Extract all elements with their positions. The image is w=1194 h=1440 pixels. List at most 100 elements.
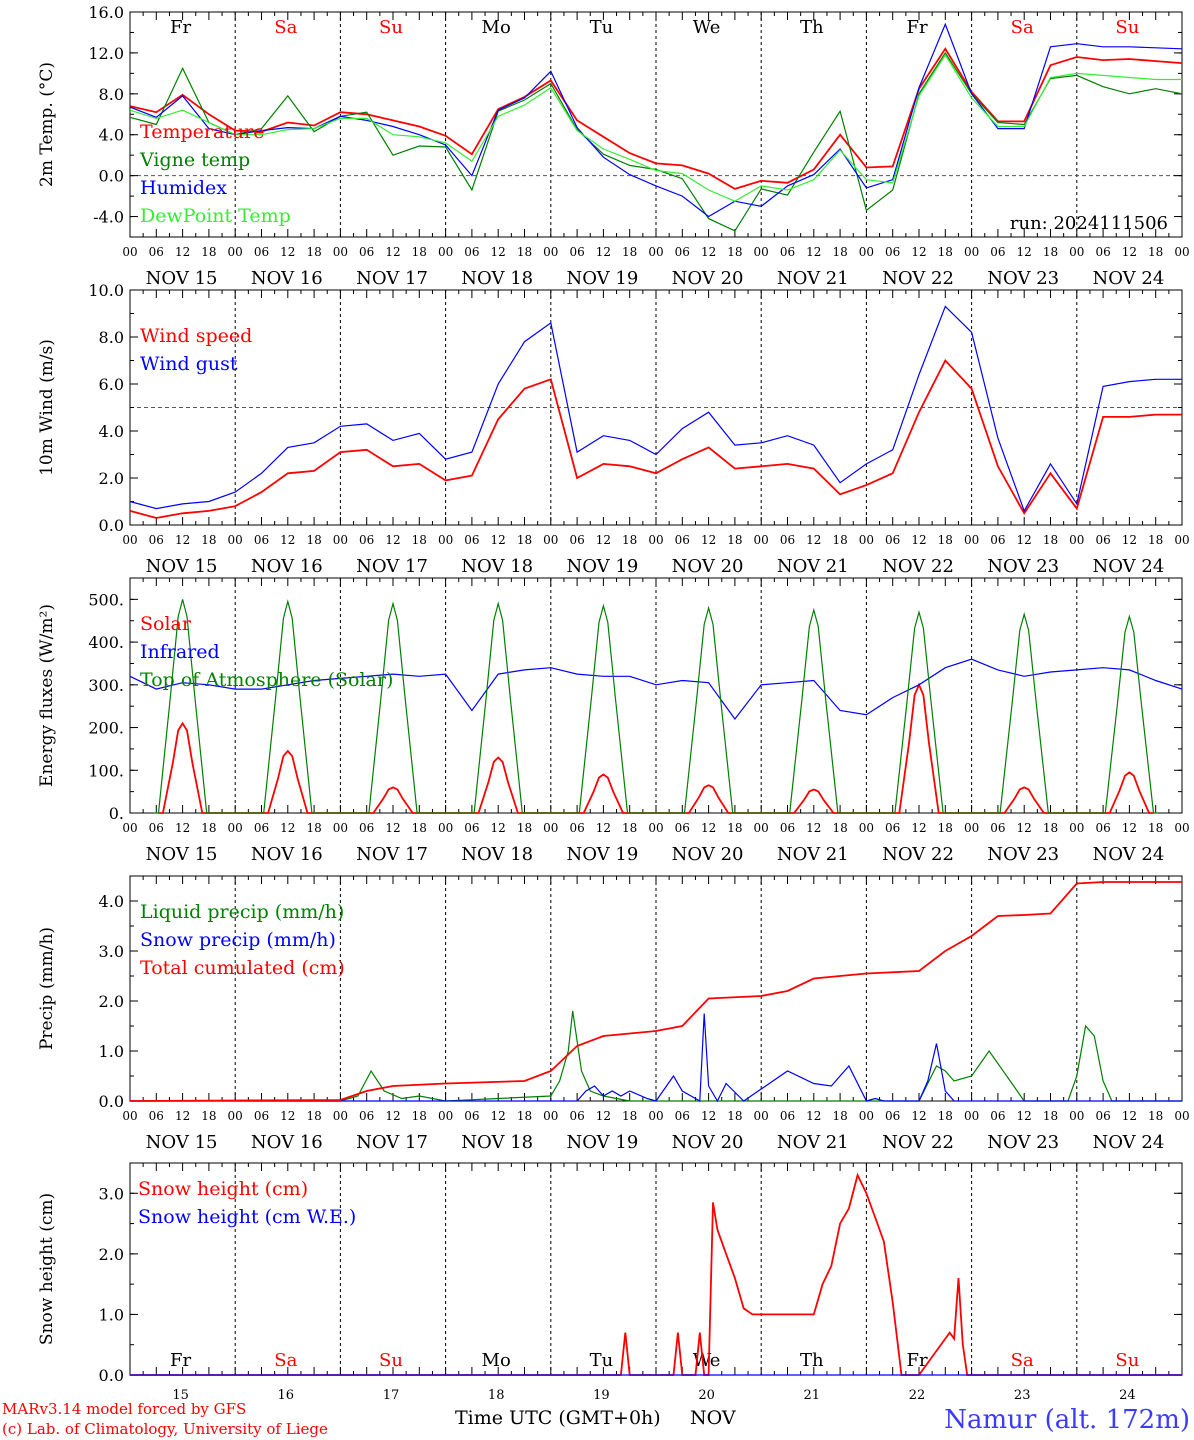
x-hour-label: 00 (122, 1109, 137, 1123)
y-tick-label: 2.0 (99, 1245, 124, 1264)
series-snow-precip-mm-h (130, 1013, 1182, 1103)
x-date-label: NOV 23 (987, 844, 1059, 865)
x-hour-label: 18 (1043, 245, 1058, 259)
x-date-label: NOV 23 (987, 1132, 1059, 1153)
y-tick-label: 400. (88, 633, 124, 652)
x-hour-label: 00 (1174, 533, 1189, 547)
x-hour-label: 06 (254, 533, 269, 547)
x-day-number: 15 (172, 1388, 189, 1403)
x-hour-label: 06 (254, 821, 269, 835)
x-hour-label: 12 (175, 1109, 190, 1123)
x-hour-label: 18 (306, 533, 321, 547)
x-hour-label: 06 (990, 245, 1005, 259)
legend-dewpoint-temp: DewPoint Temp (140, 205, 291, 227)
x-date-label: NOV 21 (777, 844, 849, 865)
x-date-label: NOV 24 (1092, 268, 1164, 289)
x-hour-label: 18 (201, 533, 216, 547)
x-date-label: NOV 16 (251, 556, 323, 577)
x-hour-label: 18 (727, 1109, 742, 1123)
x-hour-label: 00 (648, 245, 663, 259)
footer-model: MARv3.14 model forced by GFS (2, 1400, 246, 1418)
day-name: We (693, 17, 721, 38)
x-date-label: NOV 18 (461, 844, 533, 865)
x-hour-label: 00 (333, 1109, 348, 1123)
y-tick-label: 0. (109, 804, 124, 823)
x-hour-label: 00 (438, 533, 453, 547)
legend-solar: Solar (140, 613, 192, 635)
x-hour-label: 00 (1069, 1109, 1084, 1123)
x-hour-label: 12 (596, 821, 611, 835)
series-dewpoint-temp (129, 53, 1182, 202)
x-date-label: NOV 24 (1092, 1132, 1164, 1153)
x-date-label: NOV 19 (566, 556, 638, 577)
y-tick-label: 1.0 (99, 1305, 124, 1324)
x-hour-label: 06 (990, 1109, 1005, 1123)
x-date-label: NOV 15 (146, 1132, 218, 1153)
x-hour-label: 12 (1122, 245, 1137, 259)
x-hour-label: 00 (964, 1109, 979, 1123)
x-day-number: 22 (909, 1388, 926, 1403)
x-hour-label: 12 (175, 533, 190, 547)
x-hour-label: 06 (569, 533, 584, 547)
x-hour-label: 06 (569, 821, 584, 835)
legend-snow-height-cm-w-e: Snow height (cm W.E.) (138, 1206, 356, 1228)
legend-total-cumulated-cm: Total cumulated (cm) (140, 957, 345, 979)
x-hour-label: 00 (754, 245, 769, 259)
x-date-label: NOV 18 (461, 268, 533, 289)
legend-wind-gust: Wind gust (140, 353, 238, 375)
legend-temperature: Temperature (140, 121, 264, 143)
x-hour-label: 18 (201, 245, 216, 259)
x-hour-label: 06 (464, 1109, 479, 1123)
x-hour-label: 00 (648, 1109, 663, 1123)
x-hour-label: 18 (622, 821, 637, 835)
x-hour-label: 06 (1095, 245, 1110, 259)
x-hour-label: 06 (1095, 821, 1110, 835)
legend-liquid-precip-mm-h: Liquid precip (mm/h) (140, 901, 344, 923)
y-tick-label: 8.0 (99, 85, 124, 104)
x-hour-label: 00 (122, 821, 137, 835)
y-tick-label: 0.0 (99, 516, 124, 535)
run-annotation: run: 2024111506 (1010, 213, 1168, 234)
series-total-cumulated-cm (129, 881, 1182, 1102)
x-hour-label: 12 (280, 1109, 295, 1123)
panel-precip-mm-h: 4.0 3.0 2.0 1.0 0.0 Precip (mm/h) 00 06 12 18 NOV … (37, 875, 1190, 1153)
y-tick-label: 16.0 (88, 3, 124, 22)
footer: MARv3.14 model forced by GFS (c) Lab. of… (2, 1400, 1190, 1438)
x-hour-label: 00 (754, 533, 769, 547)
x-hour-label: 06 (990, 533, 1005, 547)
y-tick-label: 10.0 (88, 281, 124, 300)
x-hour-label: 12 (701, 533, 716, 547)
x-date-label: NOV 24 (1092, 844, 1164, 865)
x-date-label: NOV 17 (356, 844, 428, 865)
x-hour-label: 00 (859, 821, 874, 835)
x-hour-label: 06 (569, 1109, 584, 1123)
x-hour-label: 06 (359, 533, 374, 547)
x-date-label: NOV 17 (356, 268, 428, 289)
x-hour-label: 00 (543, 1109, 558, 1123)
x-hour-label: 18 (832, 533, 847, 547)
x-date-label: NOV 17 (356, 556, 428, 577)
legend-infrared: Infrared (140, 641, 220, 663)
x-hour-label: 18 (622, 533, 637, 547)
x-date-label: NOV 15 (146, 268, 218, 289)
x-date-label: NOV 20 (672, 556, 744, 577)
x-date-label: NOV 20 (672, 1132, 744, 1153)
footer-credit: (c) Lab. of Climatology, University of L… (2, 1420, 328, 1438)
x-hour-label: 12 (1122, 821, 1137, 835)
x-hour-label: 06 (675, 533, 690, 547)
y-tick-label: 500. (88, 590, 124, 609)
x-date-label: NOV 24 (1092, 556, 1164, 577)
x-hour-label: 06 (359, 245, 374, 259)
x-hour-label: 06 (885, 533, 900, 547)
x-hour-label: 00 (438, 1109, 453, 1123)
legend-top-of-atmosphere-solar: Top of Atmosphere (Solar) (140, 669, 393, 691)
x-hour-label: 06 (1095, 1109, 1110, 1123)
day-name: Sa (1011, 17, 1034, 38)
x-hour-label: 18 (832, 1109, 847, 1123)
x-hour-label: 18 (412, 1109, 427, 1123)
panel-10m-wind-m-s: 10.0 8.0 6.0 4.0 2.0 0.0 10m Wind (m/s) 00 06 12 1… (37, 281, 1190, 577)
month-label: NOV (690, 1407, 736, 1429)
x-hour-label: 06 (1095, 533, 1110, 547)
x-date-label: NOV 22 (882, 556, 954, 577)
x-day-number: 19 (593, 1388, 610, 1403)
